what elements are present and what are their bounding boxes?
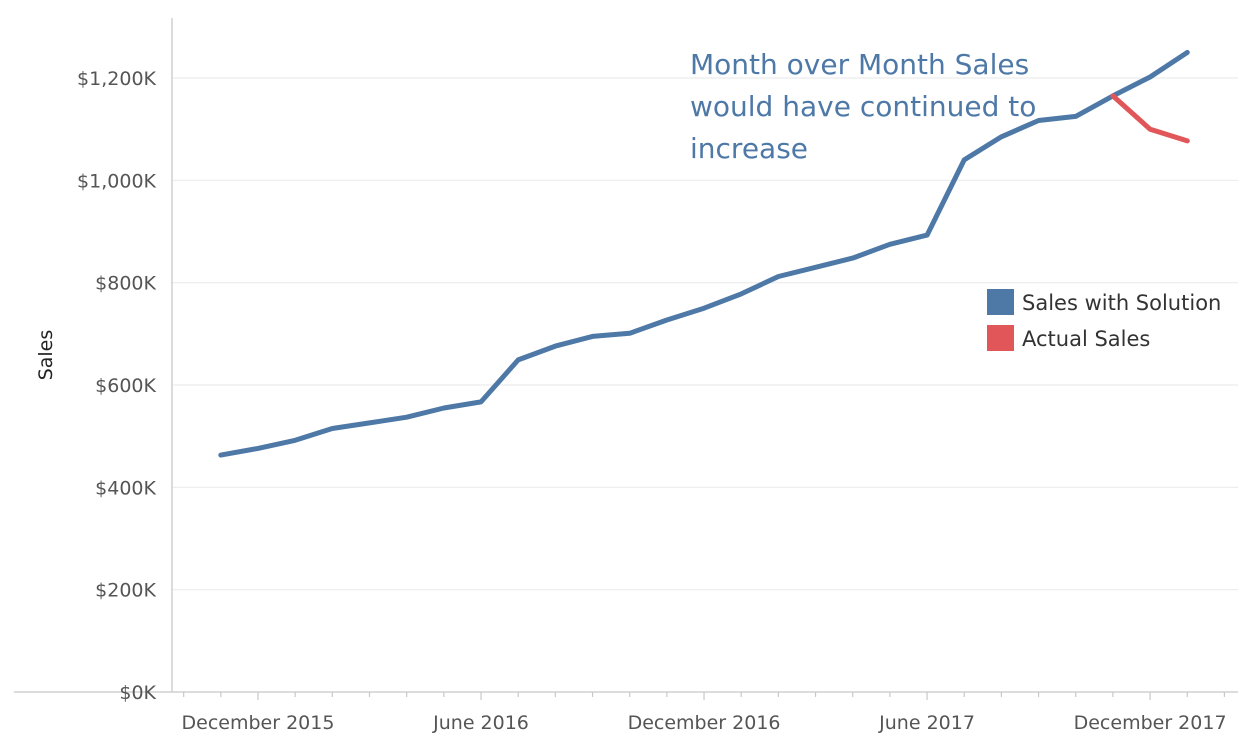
series-lines	[218, 49, 1190, 458]
x-tick-label: December 2015	[182, 712, 335, 734]
annotation-line-3: increase	[690, 132, 808, 165]
series-line-sales-with-solution	[218, 49, 1190, 458]
y-tick-label: $0K	[119, 682, 156, 704]
y-tick-label: $800K	[95, 273, 156, 295]
x-tick-label: June 2016	[432, 712, 529, 734]
x-tick-label: December 2017	[1074, 712, 1227, 734]
legend-label-actual-sales: Actual Sales	[1022, 327, 1150, 351]
gridlines	[172, 77, 1238, 591]
series-line-actual-sales	[1110, 93, 1190, 144]
y-tick-label: $1,200K	[77, 68, 156, 90]
y-tick-label: $600K	[95, 375, 156, 397]
y-axis-label: Sales	[35, 330, 57, 381]
axes	[14, 18, 1238, 693]
annotation-line-1: Month over Month Sales	[690, 48, 1029, 81]
x-tick-labels: December 2015 June 2016 December 2016 June …	[182, 712, 1227, 734]
x-tick-label: December 2016	[628, 712, 781, 734]
legend: Sales with Solution Actual Sales	[987, 289, 1221, 351]
x-tick-label: June 2017	[878, 712, 975, 734]
x-minor-ticks	[183, 692, 1226, 700]
y-tick-label: $1,000K	[77, 170, 156, 192]
y-tick-label: $400K	[95, 477, 156, 499]
y-tick-labels: $0K $200K $400K $600K $800K $1,000K $1,200K	[77, 68, 156, 704]
chart-annotation: Month over Month Sales would have contin…	[690, 48, 1036, 165]
legend-label-sales-with-solution: Sales with Solution	[1022, 291, 1221, 315]
annotation-line-2: would have continued to	[690, 90, 1036, 123]
y-tick-label: $200K	[95, 580, 156, 602]
legend-swatch-actual-sales	[987, 325, 1014, 351]
legend-swatch-sales-with-solution	[987, 289, 1014, 315]
